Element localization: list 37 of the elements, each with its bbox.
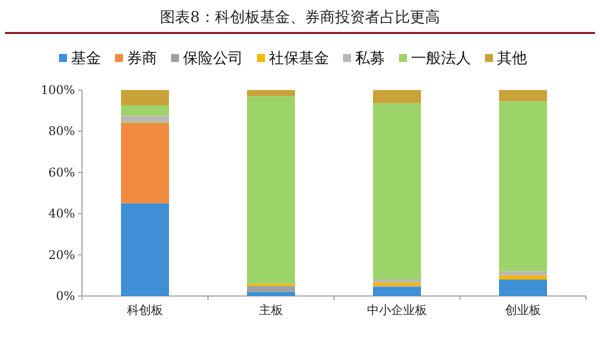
legend-label: 私募 (355, 49, 385, 67)
bar (121, 116, 169, 122)
bar (373, 282, 421, 286)
bar (373, 90, 421, 104)
bar (121, 90, 169, 106)
bar (247, 292, 295, 296)
legend-label: 一般法人 (411, 49, 471, 67)
chart-title: 图表8：科创板基金、券商投资者占比更高 (160, 8, 440, 26)
bar (499, 280, 547, 296)
legend-label: 保险公司 (183, 49, 243, 67)
legend-label: 社保基金 (269, 49, 329, 67)
x-tick-label: 主板 (259, 303, 283, 317)
bar (247, 90, 295, 96)
y-tick-label: 80% (48, 124, 75, 138)
y-tick-label: 40% (48, 206, 75, 221)
x-tick-label: 中小企业板 (367, 303, 427, 317)
legend-label: 券商 (127, 49, 157, 67)
bar (121, 124, 169, 204)
y-tick-label: 0% (56, 289, 75, 303)
y-tick-label: 20% (48, 248, 75, 262)
legend-label: 其他 (497, 49, 527, 67)
bar (373, 286, 421, 296)
bar (247, 286, 295, 292)
bar (121, 105, 169, 116)
bar (499, 275, 547, 280)
y-tick-label: 60% (48, 165, 75, 180)
x-tick-label: 创业板 (505, 303, 541, 317)
bar (499, 90, 547, 102)
x-tick-label: 科创板 (127, 303, 163, 317)
bar (499, 271, 547, 276)
bar (373, 280, 421, 283)
legend-label: 基金 (71, 49, 101, 67)
bar (121, 203, 169, 296)
bar (499, 101, 547, 272)
y-tick-label: 100% (40, 83, 75, 97)
bar (373, 103, 421, 280)
bar (247, 96, 295, 284)
